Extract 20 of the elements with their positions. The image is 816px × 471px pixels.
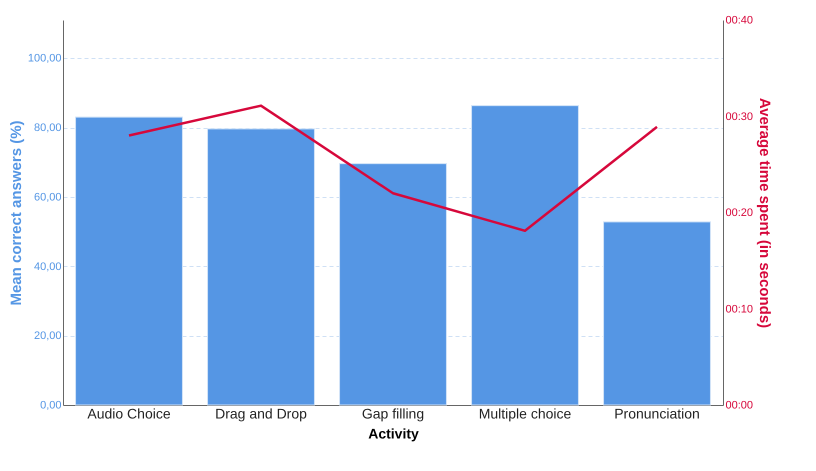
y-tick-label: 60,00 <box>34 191 62 204</box>
y-tick-label: 80,00 <box>34 122 62 134</box>
y-tick-label: 40,00 <box>34 260 62 273</box>
x-tick-label: Multiple choice <box>478 406 572 422</box>
x-tick-label: Pronunciation <box>614 406 700 422</box>
y2-axis-title: Average time spent (in seconds) <box>756 98 774 328</box>
y2-tick-label: 00:30 <box>726 110 754 123</box>
x-tick-label: Drag and Drop <box>215 406 308 422</box>
x-tick-label: Gap filling <box>362 406 424 422</box>
x-axis-title: Activity <box>368 426 419 442</box>
x-tick-label: Audio Choice <box>87 406 171 422</box>
y2-tick-label: 00:10 <box>726 303 754 316</box>
y-tick-label: 0,00 <box>40 400 62 412</box>
y-tick-label: 100,00 <box>28 52 62 65</box>
y-tick-label: 20,00 <box>34 330 62 342</box>
y-axis-title: Mean correct answers (%) <box>8 120 25 306</box>
line-series <box>128 104 658 232</box>
y2-tick-label: 00:00 <box>726 400 754 412</box>
y2-tick-label: 00:20 <box>726 207 754 219</box>
y2-tick-label: 00:40 <box>726 14 754 26</box>
